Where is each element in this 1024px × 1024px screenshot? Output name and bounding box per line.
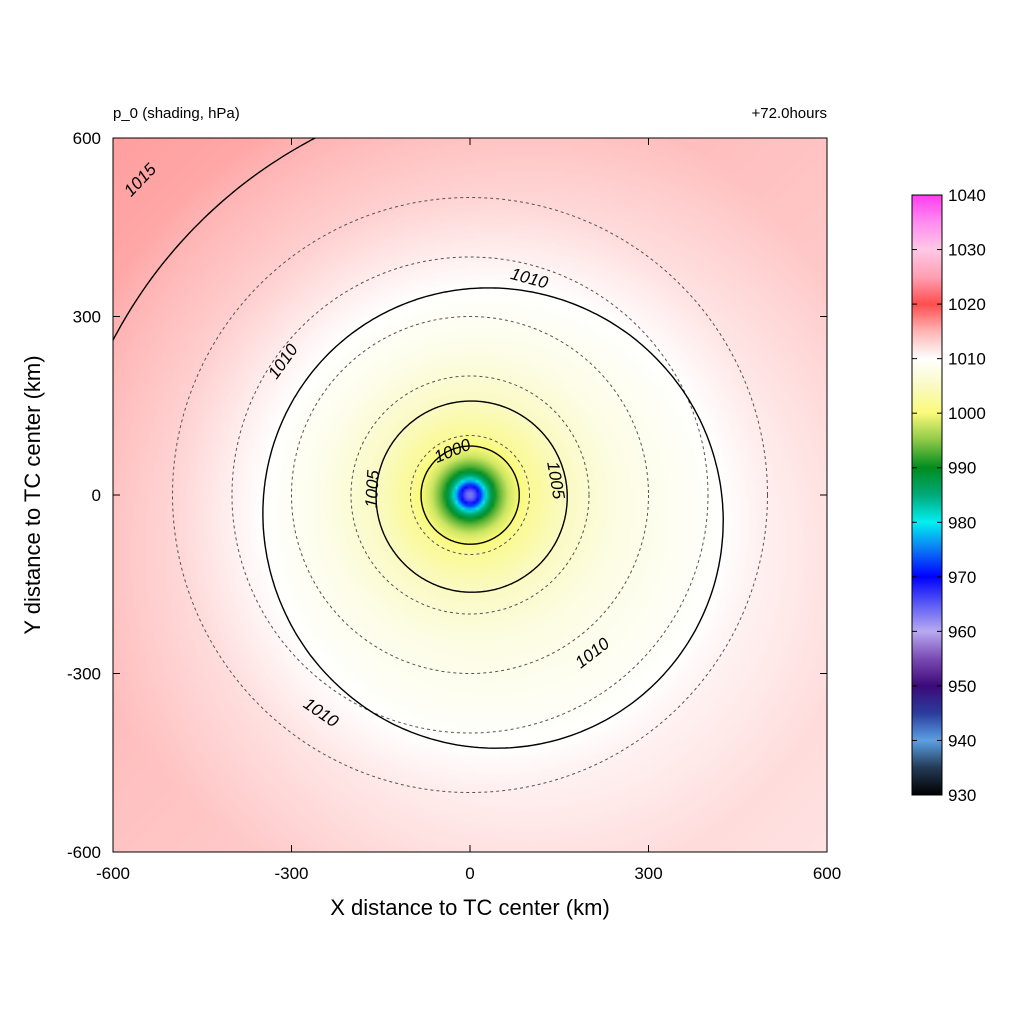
colorbar-tick-label: 1010 [948, 350, 986, 369]
colorbar-tick-label: 1030 [948, 241, 986, 260]
colorbar-tick-label: 1020 [948, 295, 986, 314]
contour-1005 [375, 400, 568, 593]
colorbar-tick-label: 950 [948, 677, 976, 696]
contour-1000 [420, 445, 520, 545]
x-tick-label: 300 [634, 864, 662, 883]
axis-ticks: -600 -300 0 300 600 -600 -300 0 300 600 [67, 129, 841, 883]
y-tick-label: 0 [92, 486, 101, 505]
y-axis-title: Y distance to TC center (km) [20, 355, 45, 634]
x-tick-label: 0 [465, 864, 474, 883]
colorbar-tick-label: 960 [948, 622, 976, 641]
radius-circle [410, 435, 530, 555]
contour-1010 [262, 287, 724, 749]
colorbar-tick-label: 990 [948, 459, 976, 478]
colorbar-tick-label: 1000 [948, 404, 986, 423]
chart-right-title: +72.0hours [752, 105, 827, 122]
y-tick-label: -600 [67, 843, 101, 862]
x-tick-label: -300 [274, 864, 308, 883]
colorbar [911, 194, 943, 796]
radius-circle [231, 256, 709, 734]
x-tick-label: 600 [813, 864, 841, 883]
colorbar-tick-label: 930 [948, 786, 976, 805]
y-tick-label: 300 [73, 308, 101, 327]
colorbar-tick-label: 940 [948, 731, 976, 750]
colorbar-tick-label: 970 [948, 568, 976, 587]
pressure-contours [113, 138, 724, 749]
pressure-shading [113, 138, 827, 852]
colorbar-ticks: 930 940 950 960 970 980 990 1000 1010 1020 1030 104… [912, 186, 986, 805]
colorbar-tick-label: 1040 [948, 186, 986, 205]
radius-circle [350, 375, 590, 615]
contour-1015 [113, 138, 317, 342]
radius-circles [172, 197, 768, 793]
contour-label: 1005 [362, 469, 383, 508]
y-tick-label: 600 [73, 129, 101, 148]
x-tick-label: -600 [96, 864, 130, 883]
x-axis-title: X distance to TC center (km) [330, 895, 610, 920]
colorbar-tick-label: 980 [948, 513, 976, 532]
radius-circle [291, 316, 649, 674]
y-tick-label: -300 [67, 665, 101, 684]
radius-circle [172, 197, 768, 793]
chart-left-title: p_0 (shading, hPa) [113, 105, 240, 122]
